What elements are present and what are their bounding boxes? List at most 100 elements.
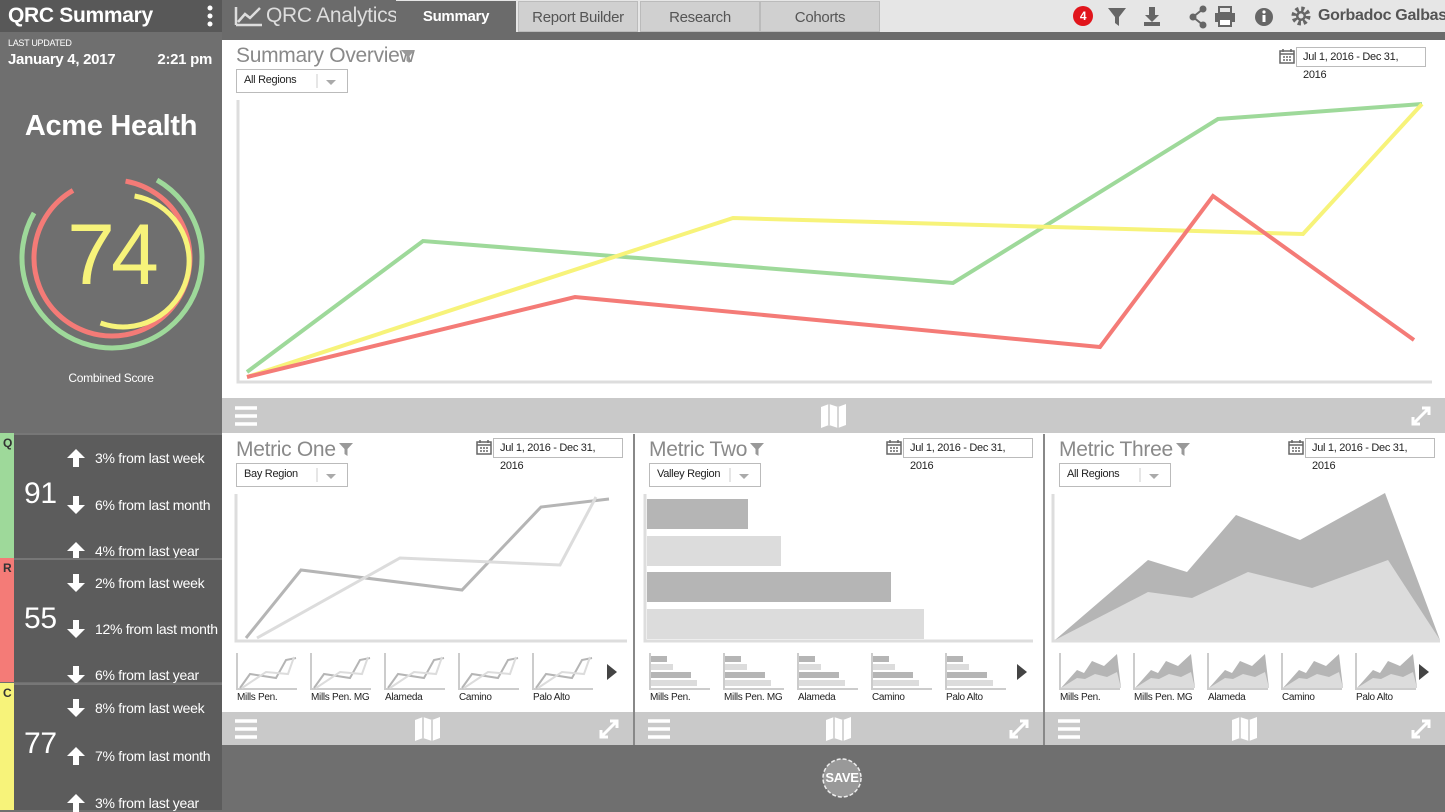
dropdown-caret bbox=[316, 468, 336, 482]
thumbnail-chart bbox=[945, 653, 1006, 690]
date-range[interactable]: Jul 1, 2016 - Dec 31, 2016 bbox=[493, 438, 623, 472]
thumbnail-label[interactable]: Mills Pen. bbox=[650, 692, 691, 703]
thumbnail-label[interactable]: Camino bbox=[872, 692, 905, 703]
nav-tab[interactable]: Research bbox=[640, 1, 760, 32]
notification-badge[interactable]: 4 bbox=[1073, 6, 1093, 26]
thumbnail-label[interactable]: Alameda bbox=[385, 692, 423, 703]
overview-chart bbox=[236, 100, 1432, 384]
thumbnail-chart bbox=[1281, 653, 1343, 690]
sidebar-header bbox=[0, 0, 222, 32]
expand-icon bbox=[1009, 719, 1029, 738]
thumbnail-chart bbox=[236, 653, 297, 690]
change-arrow-down bbox=[67, 666, 85, 684]
date-range[interactable]: Jul 1, 2016 - Dec 31, 2016 bbox=[1305, 438, 1435, 472]
thumbnail-label[interactable]: Mills Pen. MG bbox=[724, 692, 783, 703]
panel-title: Metric One bbox=[236, 438, 336, 461]
metric-value: 91 bbox=[24, 477, 57, 510]
thumbnail-chart bbox=[723, 653, 784, 690]
panel-divider bbox=[1043, 434, 1045, 745]
change-arrow-down bbox=[67, 699, 85, 717]
region-dropdown[interactable]: Bay Region bbox=[236, 463, 348, 487]
change-arrow-up bbox=[67, 542, 85, 560]
sidebar-title: QRC Summary bbox=[8, 4, 153, 27]
thumbnail-chart bbox=[649, 653, 710, 690]
score: 74 bbox=[67, 207, 159, 303]
thumbnail-label[interactable]: Palo Alto bbox=[946, 692, 983, 703]
filter-icon bbox=[401, 50, 415, 63]
save-button[interactable]: SAVE bbox=[825, 770, 859, 785]
change-arrow-down bbox=[67, 574, 85, 592]
metric-block bbox=[0, 433, 222, 558]
filter-icon bbox=[750, 443, 764, 456]
thumbnail-label[interactable]: Mills Pen. MG bbox=[311, 692, 370, 703]
thumbnail-next bbox=[607, 664, 617, 680]
change-arrow-up bbox=[67, 794, 85, 812]
thumbnail-label[interactable]: Palo Alto bbox=[533, 692, 570, 703]
thumbnail-label[interactable]: Alameda bbox=[1208, 692, 1246, 703]
brand: QRC Analytics bbox=[266, 4, 398, 27]
thumbnail-chart bbox=[310, 653, 371, 690]
calendar-icon bbox=[886, 440, 902, 455]
settings-icon bbox=[1291, 6, 1311, 26]
menu-icon bbox=[648, 718, 670, 739]
change-arrow-down bbox=[67, 620, 85, 638]
overview-border bbox=[222, 32, 1445, 40]
region-dropdown[interactable]: Valley Region bbox=[649, 463, 761, 487]
change-arrow-down bbox=[67, 495, 85, 514]
metric-block bbox=[0, 683, 222, 810]
metric-letter: C bbox=[3, 686, 12, 700]
thumbnail-next bbox=[1017, 664, 1027, 680]
map-icon bbox=[826, 716, 851, 741]
region-text: All Regions bbox=[1067, 468, 1120, 480]
thumbnail-label[interactable]: Alameda bbox=[798, 692, 836, 703]
brand-icon bbox=[234, 7, 262, 27]
nav-tab[interactable]: Report Builder bbox=[518, 1, 638, 32]
save-button-bg bbox=[822, 758, 862, 798]
change-arrow-up bbox=[67, 449, 85, 467]
metric-stripe bbox=[0, 558, 14, 682]
thumbnail-label[interactable]: Palo Alto bbox=[1356, 692, 1393, 703]
thumbnail-chart bbox=[532, 653, 593, 690]
thumbnail-label[interactable]: Mills Pen. bbox=[1060, 692, 1101, 703]
user-name[interactable]: Gorbadoc Galbasi bbox=[1318, 7, 1445, 24]
thumbnail-next bbox=[1419, 664, 1429, 680]
change-text: 3% from last year bbox=[95, 795, 199, 811]
dropdown-caret bbox=[729, 468, 749, 482]
metric-value: 55 bbox=[24, 602, 57, 635]
nav-tab[interactable]: Summary bbox=[396, 1, 516, 32]
panel-chart bbox=[1051, 493, 1440, 643]
thumbnail-label[interactable]: Camino bbox=[1282, 692, 1315, 703]
expand-icon bbox=[599, 719, 619, 738]
thumbnail-chart bbox=[384, 653, 445, 690]
calendar-icon bbox=[1279, 49, 1295, 64]
menu-icon bbox=[1058, 718, 1080, 739]
metric-letter: R bbox=[3, 561, 12, 575]
thumbnail-label[interactable]: Camino bbox=[459, 692, 492, 703]
expand-icon bbox=[1411, 719, 1431, 738]
thumbnail-chart bbox=[1207, 653, 1269, 690]
date-range[interactable]: Jul 1, 2016 - Dec 31, 2016 bbox=[903, 438, 1033, 472]
thumbnail-label[interactable]: Mills Pen. bbox=[237, 692, 278, 703]
nav-icons bbox=[1108, 5, 1273, 29]
thumbnail-label[interactable]: Mills Pen. MG bbox=[1134, 692, 1193, 703]
region-text: All Regions bbox=[244, 74, 297, 86]
organization: Acme Health bbox=[24, 110, 198, 142]
dropdown-caret bbox=[316, 74, 336, 88]
date-range[interactable]: Jul 1, 2016 - Dec 31, 2016 bbox=[1296, 47, 1426, 81]
metric-stripe bbox=[0, 683, 14, 810]
change-text: 6% from last year bbox=[95, 667, 199, 683]
dropdown-caret bbox=[1139, 468, 1159, 482]
menu-icon bbox=[235, 718, 257, 739]
nav-tab[interactable]: Cohorts bbox=[760, 1, 880, 32]
last-updated-label: LAST UPDATED bbox=[8, 38, 72, 48]
thumbnail-chart bbox=[871, 653, 932, 690]
filter-icon bbox=[1176, 443, 1190, 456]
region-dropdown[interactable]: All Regions bbox=[1059, 463, 1171, 487]
thumbnail-chart bbox=[458, 653, 519, 690]
region-dropdown[interactable]: All Regions bbox=[236, 69, 348, 93]
change-arrow-up bbox=[67, 746, 85, 765]
map-icon bbox=[1232, 716, 1257, 741]
change-text: 4% from last year bbox=[95, 543, 199, 559]
metric-letter: Q bbox=[3, 436, 13, 450]
